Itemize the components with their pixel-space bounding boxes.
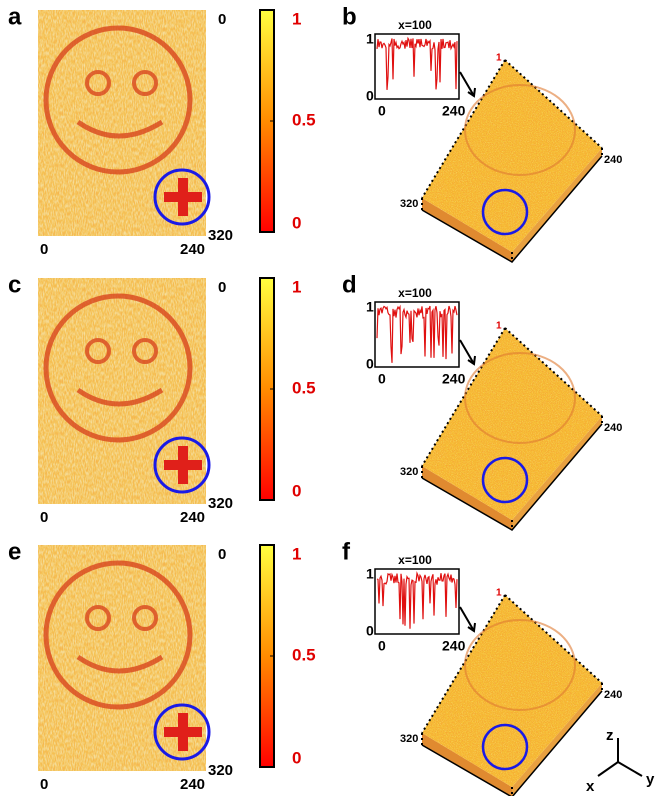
axis-key-label: x [586, 778, 595, 795]
axis-key-label: y [646, 771, 655, 788]
tick-label: 0 [40, 241, 48, 258]
tick-label: 320 [208, 227, 233, 244]
tick-label: 240 [442, 103, 466, 119]
tick-label: 0 [218, 11, 226, 28]
panel-label: b [342, 3, 357, 30]
tick-label: 0 [366, 88, 374, 104]
inset-title: x=100 [398, 286, 432, 300]
tick-label: 240 [180, 776, 205, 793]
panel-label: e [8, 538, 21, 565]
tick-label: 320 [208, 495, 233, 512]
inset-title: x=100 [398, 553, 432, 567]
axis-key-label: z [606, 727, 614, 744]
tick-label: 0 [40, 776, 48, 793]
panel-label: a [8, 3, 22, 30]
axis-arrow [598, 762, 618, 776]
tick-label: 240 [180, 509, 205, 526]
panel-label: f [342, 538, 351, 565]
tick-label: 320 [400, 198, 418, 210]
inset-title: x=100 [398, 18, 432, 32]
tick-label: 0 [366, 356, 374, 372]
tick-label: 240 [604, 689, 622, 701]
tick-label: 1 [496, 588, 502, 599]
tick-label: 240 [442, 371, 466, 387]
cross [178, 178, 188, 216]
tick-label: 0 [218, 279, 226, 296]
arrow [460, 340, 475, 364]
tick-label: 0 [366, 623, 374, 639]
tick-label: 240 [604, 422, 622, 434]
colorbar-tick-label: 0 [292, 748, 301, 767]
tick-label: 1 [366, 566, 374, 582]
panel-label: d [342, 271, 357, 298]
tick-label: 0 [40, 509, 48, 526]
tick-label: 0 [378, 638, 386, 654]
tick-label: 1 [496, 53, 502, 64]
cross [178, 713, 188, 751]
tick-label: 0 [218, 546, 226, 563]
tick-label: 240 [442, 638, 466, 654]
arrow [460, 72, 475, 96]
colorbar-tick-label: 1 [292, 544, 301, 563]
tick-label: 0 [378, 103, 386, 119]
tick-label: 320 [208, 762, 233, 779]
cross [178, 446, 188, 484]
colorbar-tick-label: 0.5 [292, 645, 316, 664]
tick-label: 240 [180, 241, 205, 258]
colorbar-tick-label: 1 [292, 9, 301, 28]
tick-label: 1 [366, 31, 374, 47]
tick-label: 1 [366, 299, 374, 315]
axis-arrow [618, 762, 642, 776]
colorbar-tick-label: 1 [292, 277, 301, 296]
tick-label: 240 [604, 154, 622, 166]
panel-label: c [8, 271, 21, 298]
colorbar-tick-label: 0.5 [292, 378, 316, 397]
colorbar-tick-label: 0 [292, 481, 301, 500]
colorbar-tick-label: 0.5 [292, 110, 316, 129]
colorbar-tick-label: 0 [292, 213, 301, 232]
axes-key: z x y [586, 727, 655, 795]
tick-label: 320 [400, 466, 418, 478]
figure: z x y a0240032010.50bx=1001002401240320c… [0, 0, 660, 796]
tick-label: 1 [496, 321, 502, 332]
tick-label: 0 [378, 371, 386, 387]
tick-label: 320 [400, 733, 418, 745]
arrow [460, 607, 475, 631]
